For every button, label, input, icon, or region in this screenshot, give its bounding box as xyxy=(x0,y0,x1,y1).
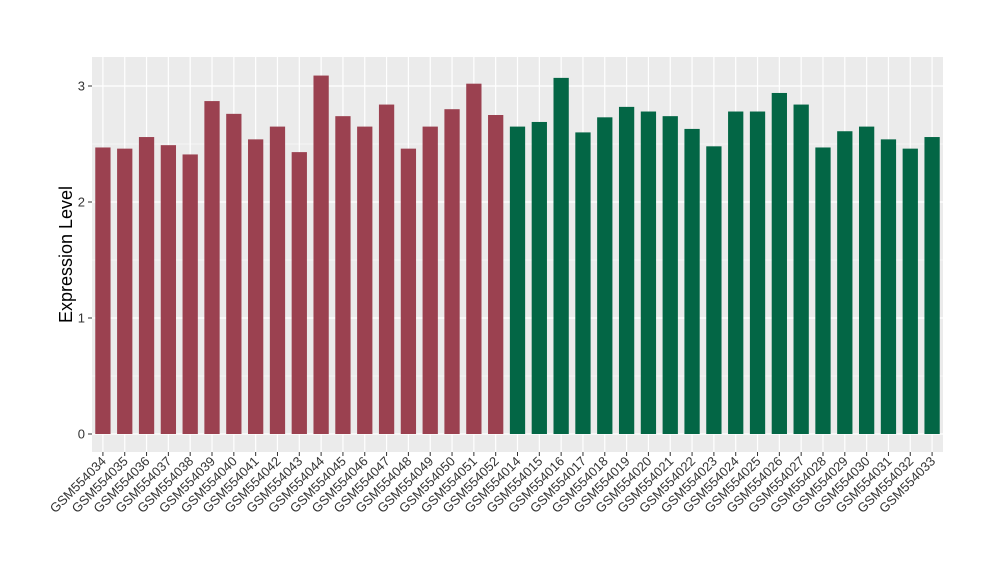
bar-GSM554029 xyxy=(837,131,853,435)
bar-GSM554021 xyxy=(662,116,678,434)
y-axis-title: Expression Level xyxy=(56,186,76,323)
bar-GSM554039 xyxy=(204,101,220,434)
bar-GSM554024 xyxy=(728,111,744,435)
bar-GSM554034 xyxy=(95,147,111,435)
bar-GSM554037 xyxy=(160,145,177,434)
bar-GSM554051 xyxy=(466,83,482,435)
bar-GSM554050 xyxy=(444,109,460,434)
x-axis: GSM554034GSM554035GSM554036GSM554037GSM5… xyxy=(47,452,938,516)
bar-GSM554047 xyxy=(378,104,395,434)
bar-GSM554017 xyxy=(575,132,591,434)
bar-GSM554014 xyxy=(509,126,526,434)
bar-GSM554035 xyxy=(117,148,133,434)
bars xyxy=(95,75,940,435)
bar-GSM554026 xyxy=(771,92,787,435)
bar-GSM554038 xyxy=(182,154,198,434)
bar-GSM554022 xyxy=(684,128,700,435)
y-tick-label: 2 xyxy=(78,195,85,210)
bar-GSM554046 xyxy=(357,126,373,434)
bar-GSM554041 xyxy=(248,139,264,435)
bar-GSM554031 xyxy=(880,139,897,435)
bar-GSM554049 xyxy=(422,126,438,434)
bar-GSM554027 xyxy=(793,104,809,434)
bar-GSM554020 xyxy=(640,111,657,435)
bar-GSM554019 xyxy=(618,106,635,434)
bar-GSM554043 xyxy=(291,152,307,434)
bar-GSM554023 xyxy=(706,146,722,434)
y-tick-label: 0 xyxy=(78,427,85,442)
bar-GSM554052 xyxy=(488,115,504,434)
y-tick-label: 3 xyxy=(78,79,85,94)
bar-GSM554036 xyxy=(138,137,155,435)
bar-GSM554028 xyxy=(815,147,831,435)
bar-GSM554030 xyxy=(858,126,875,434)
bar-GSM554032 xyxy=(902,148,918,434)
bar-GSM554025 xyxy=(749,111,766,435)
bar-GSM554016 xyxy=(553,77,569,434)
bar-GSM554033 xyxy=(924,137,940,435)
bar-GSM554018 xyxy=(597,117,613,434)
bar-GSM554048 xyxy=(400,148,417,434)
bar-GSM554040 xyxy=(226,113,242,434)
bar-GSM554042 xyxy=(269,126,286,434)
bar-GSM554044 xyxy=(313,75,329,434)
y-axis: 0 1 2 3 xyxy=(78,79,92,442)
y-tick-label: 1 xyxy=(78,311,85,326)
bar-GSM554015 xyxy=(531,121,547,435)
bar-GSM554045 xyxy=(335,116,351,434)
